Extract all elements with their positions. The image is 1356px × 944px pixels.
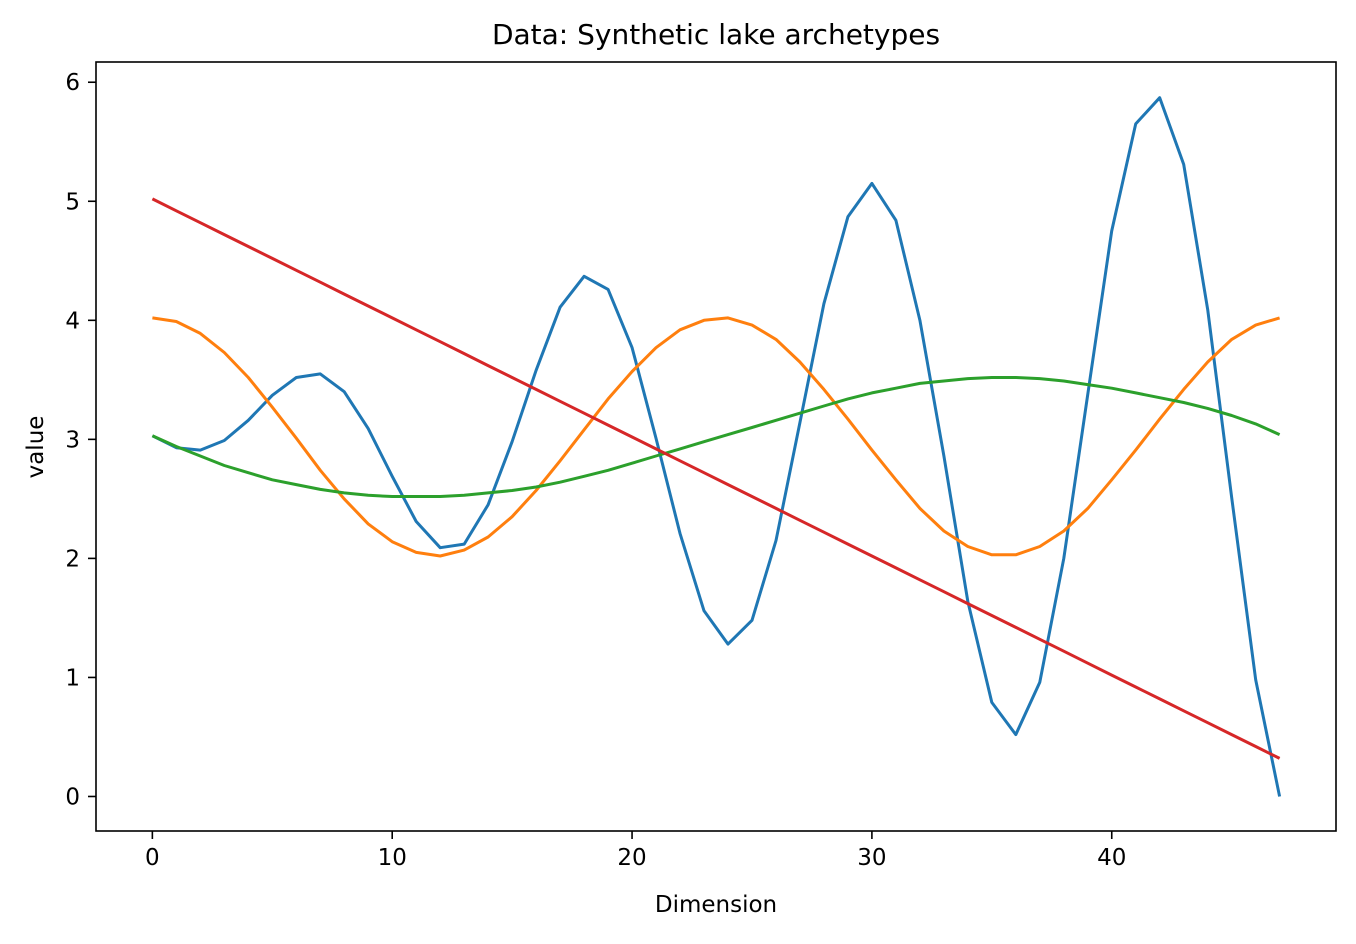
x-tick-label: 40 [1097, 845, 1126, 871]
y-tick-label: 0 [65, 784, 80, 810]
series-line-2 [152, 316, 1281, 558]
y-tick-label: 3 [65, 427, 80, 453]
y-axis: 0 1 2 3 4 5 6 [65, 70, 96, 810]
series-line-1 [151, 96, 1282, 797]
y-tick-label: 4 [65, 308, 80, 334]
x-tick-label: 0 [145, 845, 160, 871]
plot-frame [95, 61, 1337, 832]
y-tick-label: 6 [65, 70, 80, 96]
y-axis-label: value [23, 416, 49, 479]
y-tick-label: 5 [65, 189, 80, 215]
series-line-3 [151, 376, 1281, 498]
plot-lines [151, 96, 1282, 797]
chart-title: Data: Synthetic lake archetypes [492, 18, 940, 51]
y-tick-label: 2 [65, 546, 80, 572]
y-tick-label: 1 [65, 665, 80, 691]
x-axis-label: Dimension [655, 892, 777, 918]
series-line-4 [151, 197, 1281, 760]
x-tick-label: 20 [617, 845, 646, 871]
x-axis: 0 10 20 30 40 [145, 831, 1126, 871]
x-tick-label: 10 [378, 845, 407, 871]
x-tick-label: 30 [857, 845, 886, 871]
